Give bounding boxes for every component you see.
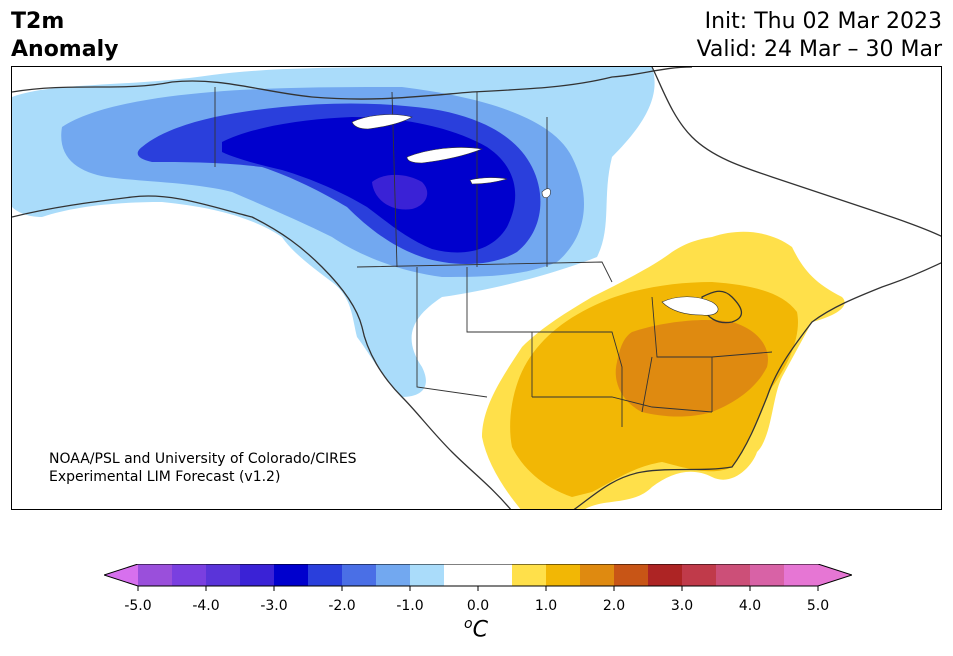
colorbar-under-arrow	[104, 564, 138, 586]
colorbar-tick-label: 1.0	[534, 598, 558, 614]
credit-line-1: NOAA/PSL and University of Colorado/CIRE…	[49, 451, 357, 467]
lake-shape-3	[469, 177, 508, 185]
colorbar-bin-15	[682, 564, 717, 586]
colorbar-tick-label: -4.0	[192, 598, 220, 614]
date-block: Init: Thu 02 Mar 2023 Valid: 24 Mar – 30…	[697, 8, 942, 64]
lake-shape-2	[406, 147, 484, 164]
colorbar-bin-9	[444, 564, 513, 586]
valid-range: Valid: 24 Mar – 30 Mar	[696, 37, 942, 62]
colorbar	[104, 564, 852, 591]
colorbar-tick-label: -1.0	[396, 598, 424, 614]
colorbar-bin-14	[648, 564, 683, 586]
colorbar-bin-0	[138, 564, 173, 586]
colorbar-bin-12	[580, 564, 615, 586]
colorbar-bin-5	[308, 564, 343, 586]
colorbar-bin-6	[342, 564, 377, 586]
init-date: Init: Thu 02 Mar 2023	[704, 9, 942, 34]
colorbar-bin-17	[750, 564, 785, 586]
anomaly-map	[12, 67, 941, 509]
colorbar-over-arrow	[818, 564, 852, 586]
title-variable: T2m	[11, 9, 65, 34]
colorbar-tick-label: 2.0	[602, 598, 626, 614]
colorbar-bin-10	[512, 564, 547, 586]
map-panel: NOAA/PSL and University of Colorado/CIRE…	[11, 66, 942, 510]
warm-anomaly-region	[482, 231, 845, 509]
unit-label: C	[472, 617, 488, 643]
great-lakes	[661, 296, 719, 316]
colorbar-tick-label: -3.0	[260, 598, 288, 614]
colorbar-tick-label: 0.0	[466, 598, 490, 614]
colorbar-tick-label: -5.0	[124, 598, 152, 614]
colorbar-bin-4	[274, 564, 309, 586]
colorbar-bin-16	[716, 564, 751, 586]
title-block: T2m Anomaly	[11, 8, 118, 64]
credit-line-2: Experimental LIM Forecast (v1.2)	[49, 469, 281, 485]
colorbar-unit: oC	[464, 616, 488, 642]
cold-peak-contour	[372, 174, 428, 210]
warm-strong-contour	[615, 320, 768, 417]
colorbar-tick-label: 5.0	[806, 598, 830, 614]
colorbar-tick-label: -2.0	[328, 598, 356, 614]
colorbar-bin-8	[410, 564, 445, 586]
colorbar-bin-11	[546, 564, 581, 586]
colorbar-tick-label: 4.0	[738, 598, 762, 614]
state-province-borders	[214, 87, 773, 427]
lake-shape-1	[351, 114, 413, 130]
colorbar-tick-label: 3.0	[670, 598, 694, 614]
credit-text: NOAA/PSL and University of Colorado/CIRE…	[49, 450, 357, 486]
colorbar-bin-18	[784, 564, 819, 586]
coastlines	[12, 67, 941, 509]
colorbar-bin-1	[172, 564, 207, 586]
colorbar-bin-13	[614, 564, 649, 586]
colorbar-bin-7	[376, 564, 411, 586]
unit-degree: o	[464, 616, 473, 632]
lakes	[351, 114, 719, 316]
lake-shape-4	[541, 188, 551, 198]
colorbar-bin-2	[206, 564, 241, 586]
title-anomaly: Anomaly	[11, 37, 119, 62]
colorbar-bin-3	[240, 564, 275, 586]
